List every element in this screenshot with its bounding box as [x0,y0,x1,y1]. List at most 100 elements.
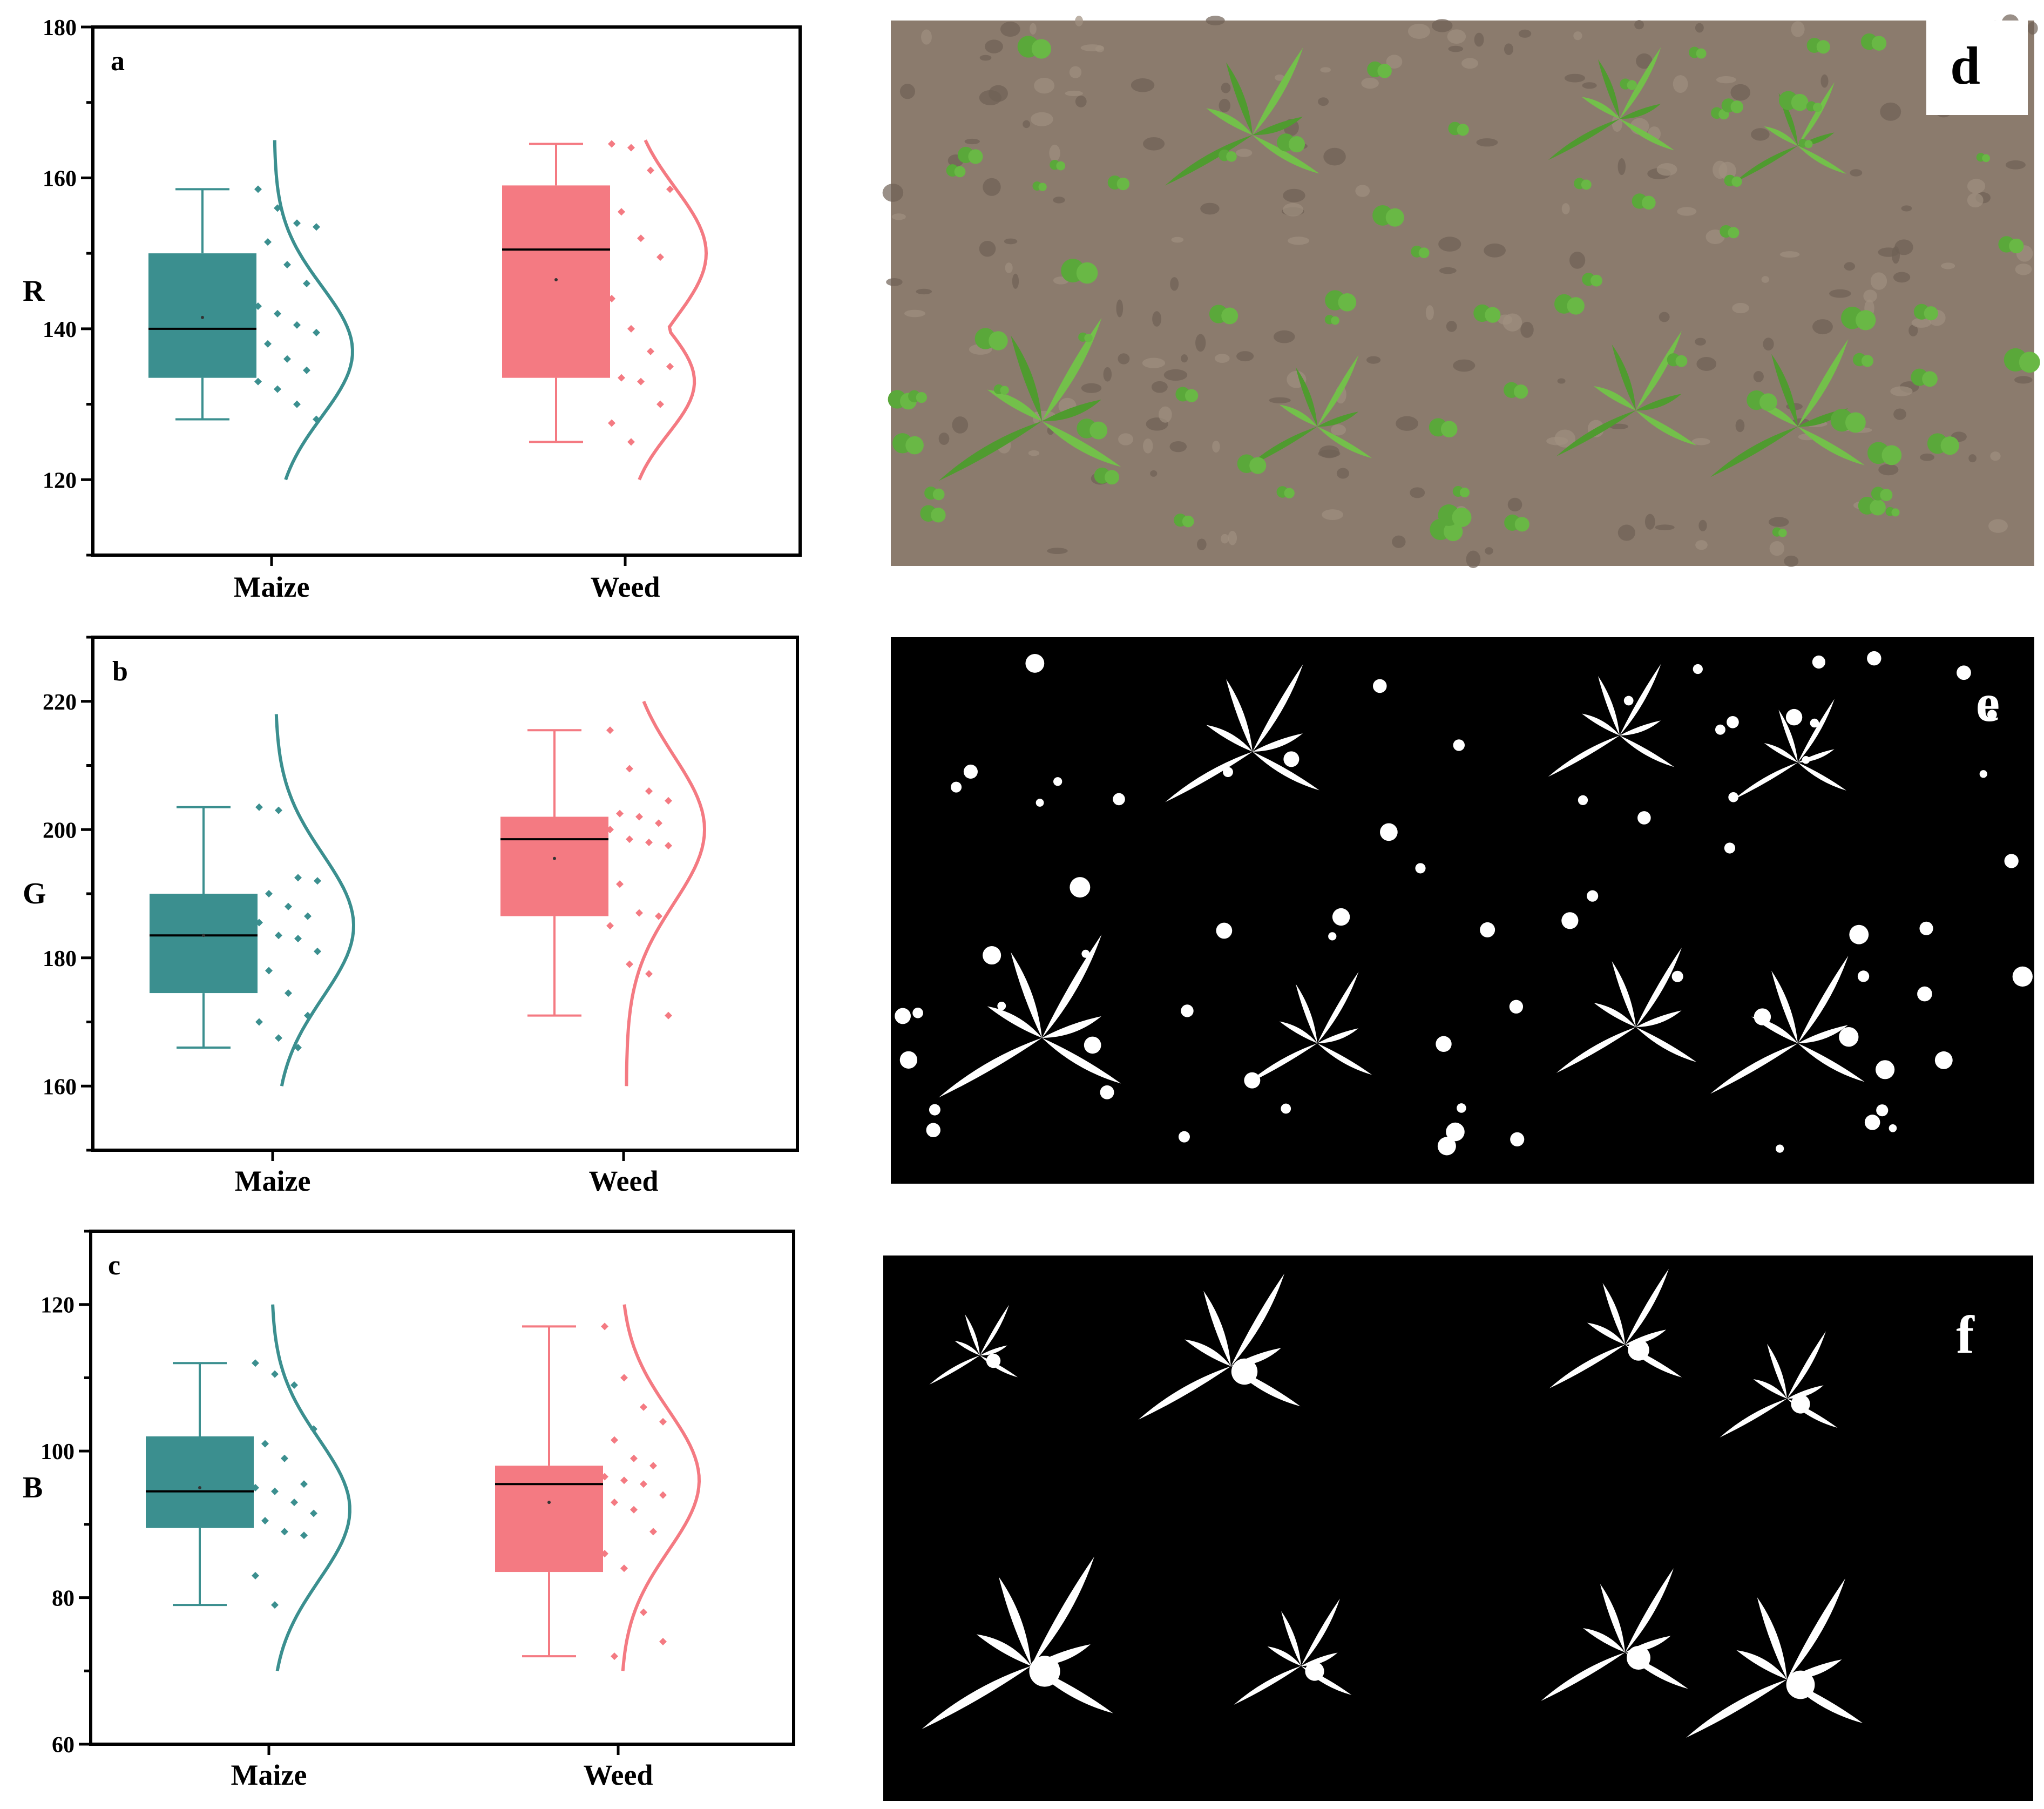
weed-seedling [1017,36,1052,59]
soil-clump [1355,185,1370,197]
data-point [281,1528,288,1536]
data-point [274,385,281,393]
weed-leaf [1457,124,1469,136]
weed-seedling [1772,527,1787,537]
mask-leaf [1138,1366,1231,1420]
mask-blob [1724,842,1736,854]
data-point [304,912,312,920]
maize-leaf [987,389,1042,421]
soil-clump [1730,84,1751,101]
soil-clump [1751,128,1770,141]
data-point [626,960,633,968]
y-tick-label: 120 [40,1293,75,1318]
weed-leaf [1813,103,1823,112]
mask-leaf [1767,1344,1787,1399]
soil-clump [1410,487,1425,498]
soil-clump [1779,251,1800,258]
weed-leaf [1056,161,1066,171]
soil-clump [1275,74,1284,81]
mask-blob [1728,792,1738,802]
weed-leaf [1804,140,1813,148]
soil-clump [979,240,996,257]
weed-leaf [1452,508,1472,528]
soil-clump [1518,29,1532,38]
mask-leaf [1600,1584,1625,1652]
soil-clump [1617,524,1635,541]
data-point [656,253,664,261]
weed-leaf [1791,93,1809,111]
mask-leaf [1246,1043,1317,1085]
mask-leaf [965,1314,980,1355]
soil-clump [1878,464,1899,476]
soil-clump [1763,338,1774,351]
mask-blob [1627,1646,1650,1670]
data-point [293,219,301,227]
series-maize [148,140,354,481]
y-tick-label: 120 [43,468,77,493]
x-tick-label: Weed [591,571,660,603]
weed-seedling [1061,259,1098,284]
series-maize [146,1304,351,1671]
weed-seedling [1504,514,1529,532]
mask-leaf [922,1666,1031,1729]
weed-seedling [1871,487,1893,502]
maize-leaf [1295,367,1317,427]
weed-leaf [1871,36,1887,51]
soil-clump [1634,20,1644,30]
mask-blob [1839,1027,1859,1047]
data-point [310,1509,317,1517]
data-point [264,238,272,246]
soil-clump [1769,541,1785,556]
mask-blob [997,1001,1006,1010]
weed-seedling [1107,175,1130,191]
mask-leaf [1720,1399,1787,1437]
soil-clump [1716,76,1736,84]
weed-leaf [932,488,945,501]
soil-clump [1656,163,1677,176]
soil-clump [1520,321,1534,338]
soil-clump [1713,160,1728,179]
soil-clump [1446,321,1457,332]
data-point [303,280,310,288]
mask-blob [1876,1060,1895,1079]
soil-clump [1012,273,1019,289]
maize-leaf [1317,411,1359,427]
soil-clump [1236,351,1254,362]
y-tick-label: 60 [52,1733,75,1758]
data-point [252,1359,259,1367]
mask-leaf [1253,733,1303,752]
soil-clump [1075,16,1083,26]
density-curve [621,1304,701,1671]
mask-leaf [1757,1597,1787,1679]
series-weed [500,700,707,1086]
soil-clump [1448,45,1464,52]
weed-seedling [1858,496,1886,516]
soil-clump [1901,205,1912,212]
soil-clump [952,416,969,434]
weed-leaf [1105,470,1119,485]
soil-clump [938,432,950,446]
soil-clump [1197,538,1207,550]
mask-blob [1987,710,1997,720]
mask-leaf [1279,1021,1317,1043]
soil-clump [1118,353,1130,364]
mask-blob [1029,1656,1060,1687]
mask-blob [2012,966,2033,987]
soil-clump [1163,369,1188,381]
weed-seedling [1209,305,1238,325]
soil-clump [1880,102,1901,121]
maize-leaf [1734,146,1798,183]
soil-clump [1695,338,1706,346]
data-point [645,787,653,795]
data-point [665,841,672,849]
mask-blob [1979,770,1987,778]
y-tick-label: 100 [40,1440,75,1464]
mask-blob [1785,708,1803,726]
weed-seedling [957,146,983,164]
weed-leaf [1856,310,1876,330]
weed-seedling [946,164,966,178]
data-point [300,1480,308,1488]
weed-seedling [1574,178,1592,190]
y-tick-label: 200 [43,818,77,843]
weed-seedling [1324,315,1339,325]
